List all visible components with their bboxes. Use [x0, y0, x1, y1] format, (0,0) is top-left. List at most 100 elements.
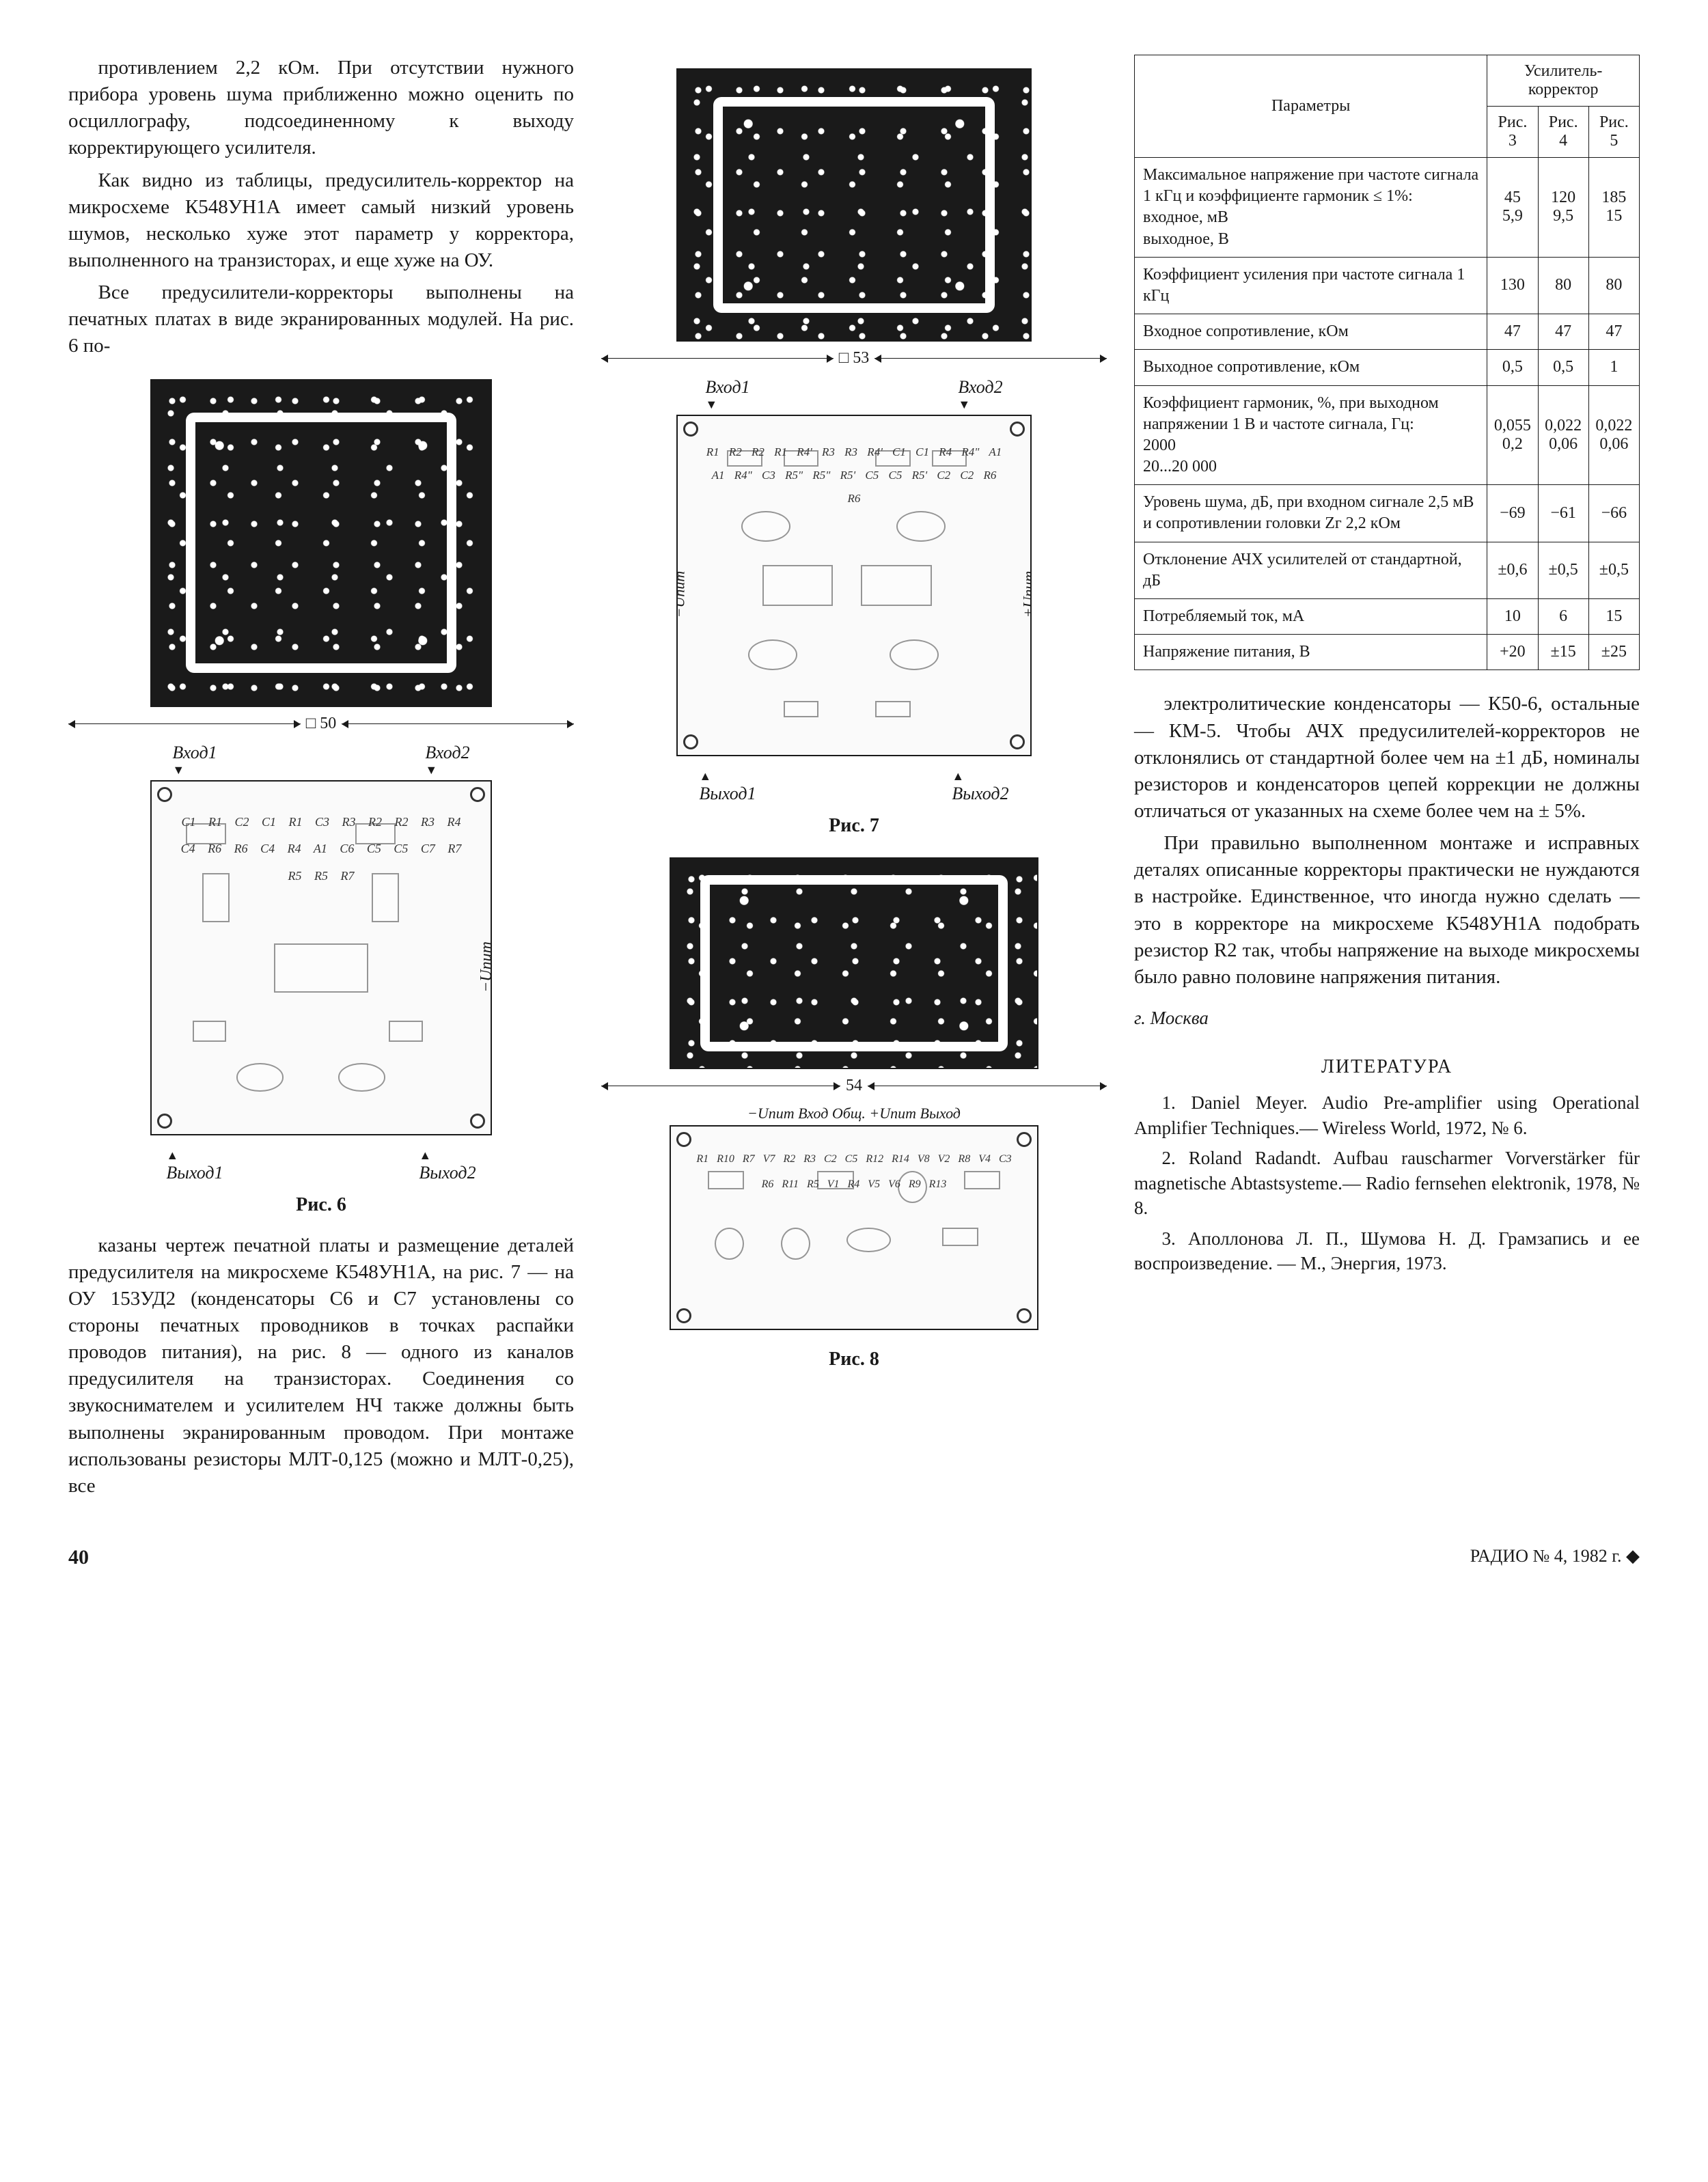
- table-col-header: Рис. 4: [1538, 107, 1588, 158]
- figure-7-pcb: □ 53: [601, 68, 1107, 368]
- literature-heading: ЛИТЕРАТУРА: [1134, 1056, 1640, 1078]
- figure-caption: Рис. 6: [68, 1194, 574, 1216]
- table-row: Коэффициент усиления при частоте сигнала…: [1135, 257, 1640, 314]
- figure-6-layout: C1 R1 C2 C1 R1 C3 R3 R2 R2 R3 R4 C4 R6 R…: [68, 780, 574, 1139]
- figure-caption: Рис. 7: [601, 815, 1107, 837]
- pcb-traces: [186, 413, 457, 673]
- param-value: 0,055 0,2: [1487, 385, 1538, 485]
- literature-list: 1. Daniel Meyer. Audio Pre-amplifier usi…: [1134, 1090, 1640, 1281]
- param-value: 10: [1487, 599, 1538, 635]
- pcb-traces: [713, 97, 995, 314]
- param-value: 47: [1487, 314, 1538, 350]
- param-value: 1: [1588, 350, 1639, 385]
- page-grid: противлением 2,2 кОм. При отсутствии нуж…: [68, 55, 1640, 1505]
- figure-8-layout: R1 R10 R7 V7 R2 R3 C2 C5 R12 R14 V8 V2 R…: [601, 1125, 1107, 1334]
- param-value: ±0,5: [1588, 542, 1639, 598]
- param-value: −61: [1538, 485, 1588, 542]
- param-value: 185 15: [1588, 158, 1639, 258]
- parameters-table: Параметры Усилитель-корректор Рис. 3Рис.…: [1134, 55, 1640, 670]
- table-col-header: Рис. 3: [1487, 107, 1538, 158]
- column-3: Параметры Усилитель-корректор Рис. 3Рис.…: [1134, 55, 1640, 1281]
- literature-item: 2. Roland Radandt. Aufbau rauscharmer Vo…: [1134, 1146, 1640, 1220]
- param-value: 47: [1588, 314, 1639, 350]
- param-value: 6: [1538, 599, 1588, 635]
- table-row: Напряжение питания, В+20±15±25: [1135, 635, 1640, 670]
- dim-label: □ 50: [306, 715, 337, 733]
- table-row: Уровень шума, дБ, при входном сигнале 2,…: [1135, 485, 1640, 542]
- param-name: Выходное сопротивление, кОм: [1135, 350, 1487, 385]
- fig6-outputs: Выход1 Выход2: [68, 1148, 574, 1183]
- table-row: Коэффициент гармоник, %, при выходном на…: [1135, 385, 1640, 485]
- side-label: +Uпит: [1020, 571, 1032, 618]
- param-name: Напряжение питания, В: [1135, 635, 1487, 670]
- input-label: Вход1: [172, 743, 217, 777]
- param-value: ±0,5: [1538, 542, 1588, 598]
- param-name: Потребляемый ток, мА: [1135, 599, 1487, 635]
- literature-item: 3. Аполлонова Л. П., Шумова Н. Д. Грамза…: [1134, 1226, 1640, 1276]
- table-col-header: Рис. 5: [1588, 107, 1639, 158]
- fig7-inputs: Вход1 Вход2: [601, 377, 1107, 412]
- table-header: Параметры: [1135, 55, 1487, 158]
- input-label: Вход1: [705, 377, 749, 412]
- table-row: Отклонение АЧХ усилителей от стандартной…: [1135, 542, 1640, 598]
- param-value: 120 9,5: [1538, 158, 1588, 258]
- input-label: Вход2: [425, 743, 469, 777]
- output-label: Выход2: [419, 1148, 476, 1183]
- param-name: Максимальное напряжение при частоте сигн…: [1135, 158, 1487, 258]
- body-text: Как видно из таблицы, предусилитель-корр…: [68, 167, 574, 275]
- body-text: казаны чертеж печатной платы и размещени…: [68, 1232, 574, 1500]
- dim-label: 54: [846, 1077, 862, 1095]
- param-name: Коэффициент гармоник, %, при выходном на…: [1135, 385, 1487, 485]
- param-value: 0,022 0,06: [1588, 385, 1639, 485]
- magazine-ref: РАДИО № 4, 1982 г. ◆: [1470, 1546, 1640, 1569]
- table-header: Усилитель-корректор: [1487, 55, 1640, 107]
- output-label: Выход1: [166, 1148, 223, 1183]
- param-value: 80: [1588, 257, 1639, 314]
- figure-caption: Рис. 8: [601, 1349, 1107, 1370]
- dim-label: □ 53: [839, 349, 870, 368]
- output-label: Выход1: [699, 769, 756, 804]
- column-2: □ 53 Вход1 Вход2: [601, 55, 1107, 1370]
- output-label: Выход2: [952, 769, 1008, 804]
- table-row: Входное сопротивление, кОм474747: [1135, 314, 1640, 350]
- side-label: −Uпит: [478, 941, 492, 993]
- fig8-top-labels: −Uпит Вход Общ. +Uпит Выход: [601, 1105, 1107, 1122]
- table-row: Выходное сопротивление, кОм0,50,51: [1135, 350, 1640, 385]
- component-refs: R1 R10 R7 V7 R2 R3 C2 C5 R12 R14 V8 V2 R…: [671, 1127, 1037, 1329]
- table-row: Потребляемый ток, мА10615: [1135, 599, 1640, 635]
- param-name: Коэффициент усиления при частоте сигнала…: [1135, 257, 1487, 314]
- side-label: −Uпит: [676, 571, 688, 618]
- param-value: 0,5: [1487, 350, 1538, 385]
- param-name: Уровень шума, дБ, при входном сигнале 2,…: [1135, 485, 1487, 542]
- param-value: 0,5: [1538, 350, 1588, 385]
- param-value: 80: [1538, 257, 1588, 314]
- figure-7-layout: R1 R2 R2 R1 R4' R3 R3 R4' C1 C1 R4 R4" A…: [601, 415, 1107, 760]
- param-value: −66: [1588, 485, 1639, 542]
- component-refs: R1 R2 R2 R1 R4' R3 R3 R4' C1 C1 R4 R4" A…: [678, 416, 1030, 755]
- param-value: 130: [1487, 257, 1538, 314]
- table-row: Максимальное напряжение при частоте сигн…: [1135, 158, 1640, 258]
- param-value: 0,022 0,06: [1538, 385, 1588, 485]
- fig6-inputs: Вход1 Вход2: [68, 743, 574, 777]
- figure-8-pcb: 54: [601, 857, 1107, 1095]
- literature-item: 1. Daniel Meyer. Audio Pre-amplifier usi…: [1134, 1090, 1640, 1140]
- fig7-outputs: Выход1 Выход2: [601, 769, 1107, 804]
- figure-6-pcb: □ 50: [68, 379, 574, 733]
- param-value: 45 5,9: [1487, 158, 1538, 258]
- page-footer: 40 РАДИО № 4, 1982 г. ◆: [68, 1546, 1640, 1569]
- input-label: Вход2: [958, 377, 1002, 412]
- component-refs: C1 R1 C2 C1 R1 C3 R3 R2 R2 R3 R4 C4 R6 R…: [152, 782, 491, 1134]
- param-name: Входное сопротивление, кОм: [1135, 314, 1487, 350]
- param-value: ±15: [1538, 635, 1588, 670]
- body-text: противлением 2,2 кОм. При отсутствии нуж…: [68, 55, 574, 162]
- param-value: 15: [1588, 599, 1639, 635]
- param-value: ±25: [1588, 635, 1639, 670]
- city-label: г. Москва: [1134, 1006, 1640, 1030]
- pcb-traces: [700, 875, 1008, 1051]
- param-value: +20: [1487, 635, 1538, 670]
- body-text: При правильно выполненном монтаже и испр…: [1134, 830, 1640, 991]
- body-text: электролитические конденсаторы — К50-6, …: [1134, 691, 1640, 825]
- param-name: Отклонение АЧХ усилителей от стандартной…: [1135, 542, 1487, 598]
- param-value: ±0,6: [1487, 542, 1538, 598]
- body-text: Все предусилители-корректоры выполнены н…: [68, 279, 574, 359]
